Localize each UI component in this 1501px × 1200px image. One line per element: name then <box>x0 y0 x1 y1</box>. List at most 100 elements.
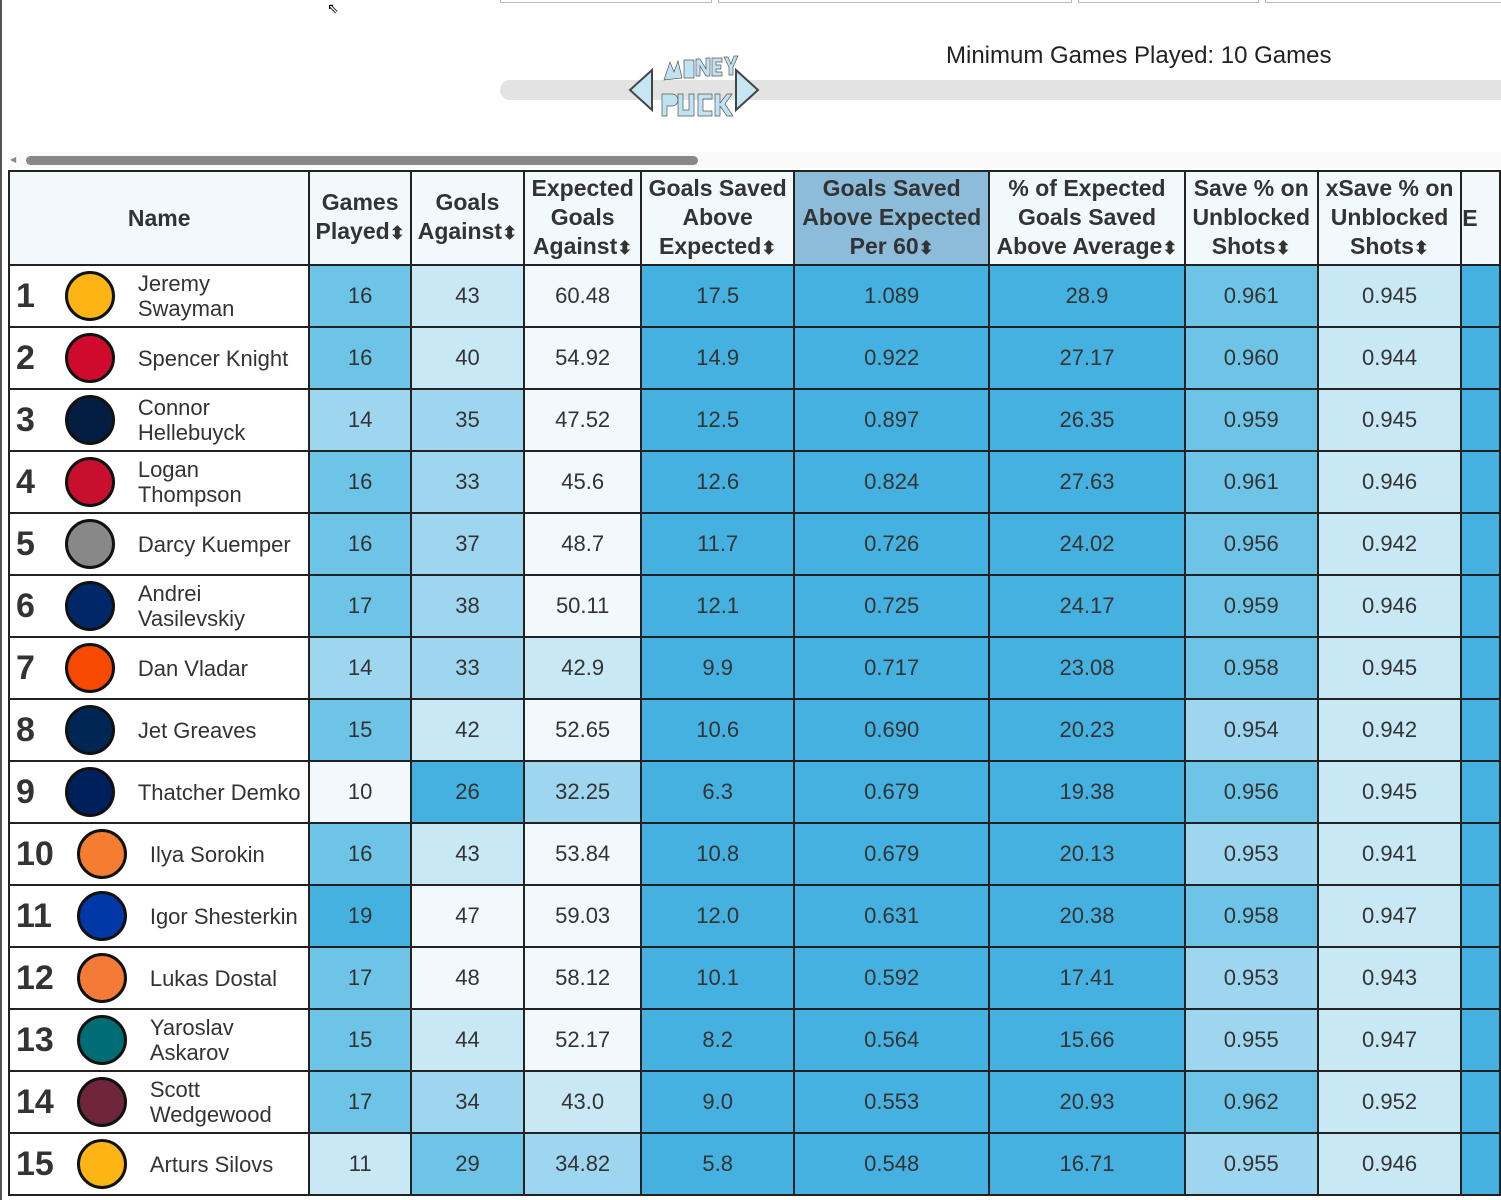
sort-icon[interactable]: ⬍ <box>1413 237 1430 258</box>
column-header-name[interactable]: Name <box>7 170 311 266</box>
header-label: Save % on Unblocked Shots <box>1192 174 1311 259</box>
column-header-goals-saved-above-expected[interactable]: Goals Saved Above Expected⬍ <box>640 170 796 266</box>
rank: 6 <box>8 574 54 638</box>
table-row: 8 Jet Greaves 15 42 52.65 10.6 0.690 20.23 0.954… <box>8 698 1501 762</box>
player-name[interactable]: Scott Wedgewood <box>149 1077 272 1127</box>
stat-cell <box>1460 388 1501 452</box>
tab[interactable] <box>718 0 1072 3</box>
tab[interactable] <box>500 0 712 3</box>
sort-icon[interactable]: ⬍ <box>617 237 633 258</box>
penguins-logo-icon <box>66 1137 138 1191</box>
player-name-cell: Spencer Knight <box>53 326 311 390</box>
column-header-save-on-unblocked-shots[interactable]: Save % on Unblocked Shots⬍ <box>1183 170 1319 266</box>
stat-cell: 23.08 <box>988 636 1186 700</box>
stat-cell: 0.960 <box>1183 326 1319 390</box>
stat-cell: 0.942 <box>1316 512 1463 576</box>
player-name[interactable]: Igor Shesterkin <box>149 903 298 929</box>
stat-cell: 24.02 <box>988 512 1186 576</box>
tab[interactable] <box>1078 0 1259 3</box>
player-name[interactable]: Darcy Kuemper <box>137 531 291 557</box>
player-name[interactable]: Yaroslav Askarov <box>149 1015 234 1065</box>
rank: 3 <box>8 388 54 452</box>
player-name-cell: Ilya Sorokin <box>53 822 311 886</box>
column-header-xsave-on-unblocked-shots[interactable]: xSave % on Unblocked Shots⬍ <box>1316 170 1463 266</box>
player-name[interactable]: Andrei Vasilevskiy <box>137 581 246 631</box>
header-label: Expected Goals Against <box>531 174 634 259</box>
stat-cell: 33 <box>409 450 526 514</box>
stat-cell: 12.6 <box>640 450 796 514</box>
stat-cell: 0.946 <box>1316 1132 1463 1196</box>
stat-cell <box>1460 326 1501 390</box>
flyers-logo-icon <box>54 641 126 695</box>
player-name[interactable]: Connor Hellebuyck <box>137 395 246 445</box>
stat-cell: 19.38 <box>988 760 1186 824</box>
stat-cell: 34.82 <box>523 1132 643 1196</box>
stat-cell: 29 <box>409 1132 526 1196</box>
player-name[interactable]: Thatcher Demko <box>137 779 301 805</box>
stat-cell <box>1460 1070 1501 1134</box>
player-name[interactable]: Logan Thompson <box>137 457 242 507</box>
player-name[interactable]: Jeremy Swayman <box>137 271 235 321</box>
player-name[interactable]: Jet Greaves <box>137 717 257 743</box>
capitals-logo-icon <box>54 455 126 509</box>
sort-icon[interactable]: ⬍ <box>389 223 405 243</box>
stat-cell: 19 <box>308 884 412 948</box>
stat-cell: 0.955 <box>1183 1008 1319 1072</box>
stat-cell <box>1460 1008 1501 1072</box>
stat-cell: 14.9 <box>640 326 796 390</box>
table-row: 11 Igor Shesterkin 19 47 59.03 12.0 0.631 20.38… <box>8 884 1501 948</box>
tab[interactable] <box>1265 0 1501 3</box>
column-header-goals-against[interactable]: Goals Against⬍ <box>409 170 526 266</box>
stat-cell: 0.956 <box>1183 512 1319 576</box>
player-name-cell: Scott Wedgewood <box>53 1070 311 1134</box>
stat-cell: 20.23 <box>988 698 1186 762</box>
stat-cell: 0.947 <box>1316 884 1463 948</box>
player-name-cell: Yaroslav Askarov <box>53 1008 311 1072</box>
stat-cell: 0.943 <box>1316 946 1463 1010</box>
sort-icon[interactable]: ⬍ <box>502 223 518 243</box>
rank: 15 <box>8 1132 54 1196</box>
stat-cell: 0.553 <box>793 1070 991 1134</box>
player-name[interactable]: Lukas Dostal <box>149 965 278 991</box>
stat-cell: 40 <box>409 326 526 390</box>
scrollbar-thumb[interactable] <box>26 156 698 165</box>
player-name-cell: Jeremy Swayman <box>53 264 311 328</box>
sort-icon[interactable]: ⬍ <box>918 237 934 258</box>
column-header-e[interactable]: E <box>1460 170 1501 266</box>
table-row: 14 Scott Wedgewood 17 34 43.0 9.0 0.553 20.93 0.… <box>8 1070 1501 1134</box>
stat-cell: 42 <box>409 698 526 762</box>
stat-cell: 0.945 <box>1316 636 1463 700</box>
horizontal-scrollbar[interactable]: ◀ <box>8 152 1501 168</box>
stat-cell: 0.717 <box>793 636 991 700</box>
stat-cell: 12.1 <box>640 574 796 638</box>
sort-icon[interactable]: ⬍ <box>761 237 777 258</box>
stat-cell: 14 <box>308 388 412 452</box>
player-name[interactable]: Spencer Knight <box>137 345 289 371</box>
player-name[interactable]: Dan Vladar <box>137 655 248 681</box>
stat-cell: 32.25 <box>523 760 643 824</box>
table-row: 4 Logan Thompson 16 33 45.6 12.6 0.824 27.63 0.9… <box>8 450 1501 514</box>
moneypuck-slider-handle-logo[interactable] <box>628 48 760 132</box>
rank: 11 <box>8 884 54 948</box>
stat-cell: 0.922 <box>793 326 991 390</box>
player-name-cell: Lukas Dostal <box>53 946 311 1010</box>
player-name-cell: Logan Thompson <box>53 450 311 514</box>
stat-cell: 59.03 <box>523 884 643 948</box>
player-name[interactable]: Ilya Sorokin <box>149 841 265 867</box>
column-header-games-played[interactable]: Games Played⬍ <box>308 170 412 266</box>
stat-cell: 0.945 <box>1316 760 1463 824</box>
sort-icon[interactable]: ⬍ <box>1275 237 1291 258</box>
scroll-left-icon[interactable]: ◀ <box>10 155 17 164</box>
stat-cell: 16.71 <box>988 1132 1186 1196</box>
stat-cell: 17.41 <box>988 946 1186 1010</box>
stat-cell: 1.089 <box>793 264 991 328</box>
column-header-expected-goals-against[interactable]: Expected Goals Against⬍ <box>523 170 643 266</box>
sort-icon[interactable]: ⬍ <box>1162 237 1178 258</box>
stat-cell: 43 <box>409 264 526 328</box>
column-header-goals-saved-above-expected-per-60[interactable]: Goals Saved Above Expected Per 60⬍ <box>793 170 991 266</box>
column-header--of-expected-goals-saved-above-average[interactable]: % of Expected Goals Saved Above Average⬍ <box>988 170 1186 266</box>
stat-cell: 10.8 <box>640 822 796 886</box>
stat-cell: 0.631 <box>793 884 991 948</box>
stat-cell: 12.0 <box>640 884 796 948</box>
player-name[interactable]: Arturs Silovs <box>149 1151 274 1177</box>
